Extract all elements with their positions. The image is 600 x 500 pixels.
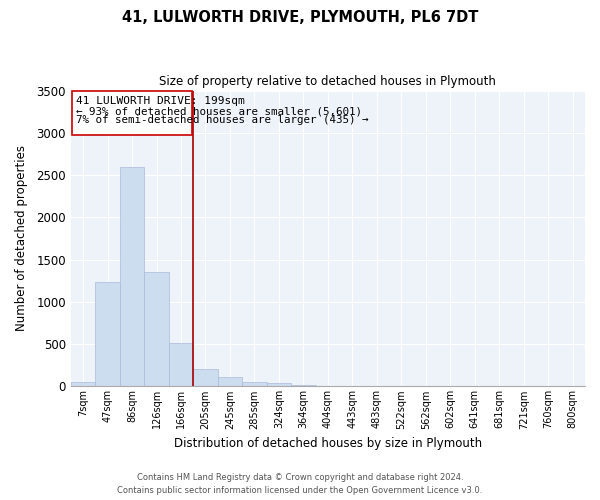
FancyBboxPatch shape — [72, 90, 192, 134]
Bar — [193, 370, 218, 386]
Text: 41, LULWORTH DRIVE, PLYMOUTH, PL6 7DT: 41, LULWORTH DRIVE, PLYMOUTH, PL6 7DT — [122, 10, 478, 25]
Text: 7% of semi-detached houses are larger (435) →: 7% of semi-detached houses are larger (4… — [76, 116, 368, 126]
Bar — [95, 282, 120, 387]
Bar — [120, 168, 144, 386]
Bar — [218, 377, 242, 386]
Bar — [144, 272, 169, 386]
Bar — [71, 382, 95, 386]
Text: ← 93% of detached houses are smaller (5,601): ← 93% of detached houses are smaller (5,… — [76, 106, 362, 116]
Y-axis label: Number of detached properties: Number of detached properties — [15, 146, 28, 332]
Text: 41 LULWORTH DRIVE: 199sqm: 41 LULWORTH DRIVE: 199sqm — [76, 96, 244, 106]
Bar — [266, 384, 291, 386]
Bar — [291, 385, 316, 386]
Bar — [242, 382, 266, 386]
Text: Contains HM Land Registry data © Crown copyright and database right 2024.
Contai: Contains HM Land Registry data © Crown c… — [118, 474, 482, 495]
Title: Size of property relative to detached houses in Plymouth: Size of property relative to detached ho… — [160, 75, 496, 88]
X-axis label: Distribution of detached houses by size in Plymouth: Distribution of detached houses by size … — [174, 437, 482, 450]
Bar — [169, 344, 193, 386]
